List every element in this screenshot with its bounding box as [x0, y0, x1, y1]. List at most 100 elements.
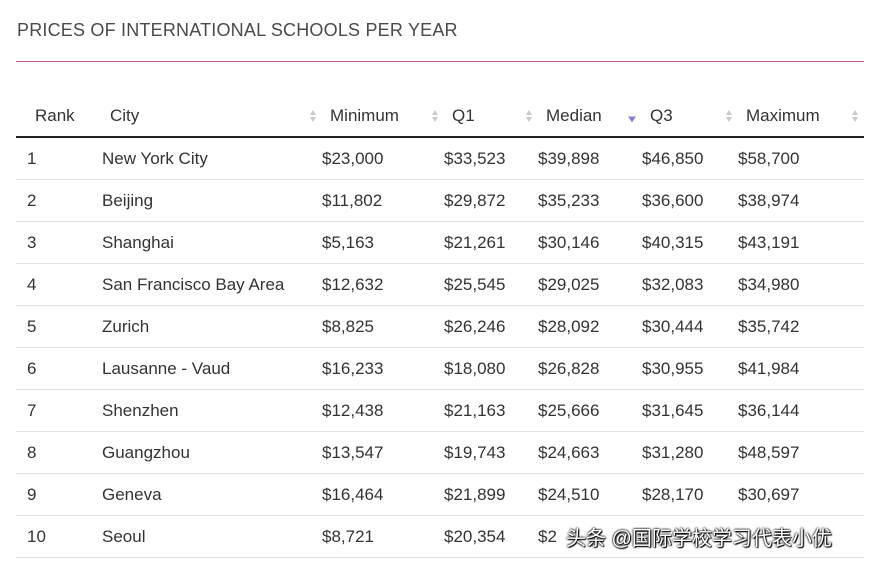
column-header-label: Minimum: [330, 105, 399, 125]
column-header-label: Rank: [35, 105, 75, 125]
school-prices-table: Rank City Minimum Q1 Median Q3: [16, 95, 864, 558]
cell-city: Seoul: [102, 515, 322, 558]
sort-descending-icon[interactable]: [628, 109, 636, 122]
cell-minimum: $8,825: [322, 305, 444, 348]
cell-city: New York City: [102, 137, 322, 180]
cell-q3: $36,600: [642, 179, 738, 222]
cell-q1: $29,872: [444, 179, 538, 222]
sort-icon[interactable]: [526, 109, 532, 122]
cell-rank: 8: [16, 431, 102, 474]
title-divider: [16, 61, 864, 62]
cell-maximum: $34,980: [738, 263, 864, 306]
cell-city: Beijing: [102, 179, 322, 222]
table-row: 9 Geneva $16,464 $21,899 $24,510 $28,170…: [16, 473, 864, 516]
cell-rank: 4: [16, 263, 102, 306]
column-header-minimum[interactable]: Minimum: [322, 95, 444, 138]
cell-q1: $26,246: [444, 305, 538, 348]
column-header-q1[interactable]: Q1: [444, 95, 538, 138]
cell-q3: [642, 515, 738, 558]
cell-city: Geneva: [102, 473, 322, 516]
cell-minimum: $16,233: [322, 347, 444, 390]
cell-median: $35,233: [538, 179, 642, 222]
cell-median: $2: [538, 515, 642, 558]
cell-minimum: $23,000: [322, 137, 444, 180]
cell-maximum: $58,700: [738, 137, 864, 180]
column-header-label: Maximum: [746, 105, 820, 125]
table-row: 10 Seoul $8,721 $20,354 $2: [16, 515, 864, 558]
page-title: PRICES OF INTERNATIONAL SCHOOLS PER YEAR: [17, 20, 458, 40]
cell-minimum: $5,163: [322, 221, 444, 264]
cell-q1: $21,163: [444, 389, 538, 432]
cell-rank: 6: [16, 347, 102, 390]
cell-q3: $40,315: [642, 221, 738, 264]
cell-median: $24,510: [538, 473, 642, 516]
cell-city: Shanghai: [102, 221, 322, 264]
cell-maximum: $36,144: [738, 389, 864, 432]
cell-maximum: $43,191: [738, 221, 864, 264]
column-header-city[interactable]: City: [102, 95, 322, 138]
cell-city: Shenzhen: [102, 389, 322, 432]
table-row: 1 New York City $23,000 $33,523 $39,898 …: [16, 137, 864, 180]
cell-rank: 3: [16, 221, 102, 264]
cell-city: Lausanne - Vaud: [102, 347, 322, 390]
table-row: 3 Shanghai $5,163 $21,261 $30,146 $40,31…: [16, 221, 864, 264]
cell-median: $26,828: [538, 347, 642, 390]
cell-minimum: $16,464: [322, 473, 444, 516]
cell-maximum: $38,974: [738, 179, 864, 222]
table-row: 5 Zurich $8,825 $26,246 $28,092 $30,444 …: [16, 305, 864, 348]
table-header-row: Rank City Minimum Q1 Median Q3: [16, 95, 864, 138]
cell-q1: $20,354: [444, 515, 538, 558]
sort-icon[interactable]: [432, 109, 438, 122]
cell-maximum: $30,697: [738, 473, 864, 516]
cell-maximum: $41,984: [738, 347, 864, 390]
column-header-median[interactable]: Median: [538, 95, 642, 138]
table-row: 7 Shenzhen $12,438 $21,163 $25,666 $31,6…: [16, 389, 864, 432]
cell-maximum: $35,742: [738, 305, 864, 348]
cell-median: $39,898: [538, 137, 642, 180]
column-header-rank[interactable]: Rank: [16, 95, 102, 138]
cell-maximum: $48,597: [738, 431, 864, 474]
cell-rank: 5: [16, 305, 102, 348]
sort-icon[interactable]: [310, 109, 316, 122]
column-header-maximum[interactable]: Maximum: [738, 95, 864, 138]
cell-median: $24,663: [538, 431, 642, 474]
cell-city: Guangzhou: [102, 431, 322, 474]
table-row: 4 San Francisco Bay Area $12,632 $25,545…: [16, 263, 864, 306]
cell-q3: $30,444: [642, 305, 738, 348]
cell-q1: $21,899: [444, 473, 538, 516]
cell-q3: $31,280: [642, 431, 738, 474]
table-row: 6 Lausanne - Vaud $16,233 $18,080 $26,82…: [16, 347, 864, 390]
cell-rank: 1: [16, 137, 102, 180]
column-header-label: Q3: [650, 105, 673, 125]
cell-median: $25,666: [538, 389, 642, 432]
cell-q1: $21,261: [444, 221, 538, 264]
cell-rank: 10: [16, 515, 102, 558]
cell-rank: 7: [16, 389, 102, 432]
cell-q1: $33,523: [444, 137, 538, 180]
cell-city: Zurich: [102, 305, 322, 348]
column-header-label: Median: [546, 105, 602, 125]
sort-icon[interactable]: [852, 109, 858, 122]
cell-q1: $18,080: [444, 347, 538, 390]
cell-minimum: $11,802: [322, 179, 444, 222]
table-row: 8 Guangzhou $13,547 $19,743 $24,663 $31,…: [16, 431, 864, 474]
cell-q3: $32,083: [642, 263, 738, 306]
cell-rank: 9: [16, 473, 102, 516]
sort-icon[interactable]: [726, 109, 732, 122]
cell-q1: $19,743: [444, 431, 538, 474]
cell-minimum: $8,721: [322, 515, 444, 558]
cell-q3: $46,850: [642, 137, 738, 180]
cell-median: $28,092: [538, 305, 642, 348]
cell-minimum: $12,438: [322, 389, 444, 432]
cell-q1: $25,545: [444, 263, 538, 306]
cell-minimum: $12,632: [322, 263, 444, 306]
cell-q3: $28,170: [642, 473, 738, 516]
cell-city: San Francisco Bay Area: [102, 263, 322, 306]
cell-median: $30,146: [538, 221, 642, 264]
cell-q3: $30,955: [642, 347, 738, 390]
cell-q3: $31,645: [642, 389, 738, 432]
column-header-label: City: [110, 105, 140, 125]
cell-median: $29,025: [538, 263, 642, 306]
cell-rank: 2: [16, 179, 102, 222]
column-header-q3[interactable]: Q3: [642, 95, 738, 138]
